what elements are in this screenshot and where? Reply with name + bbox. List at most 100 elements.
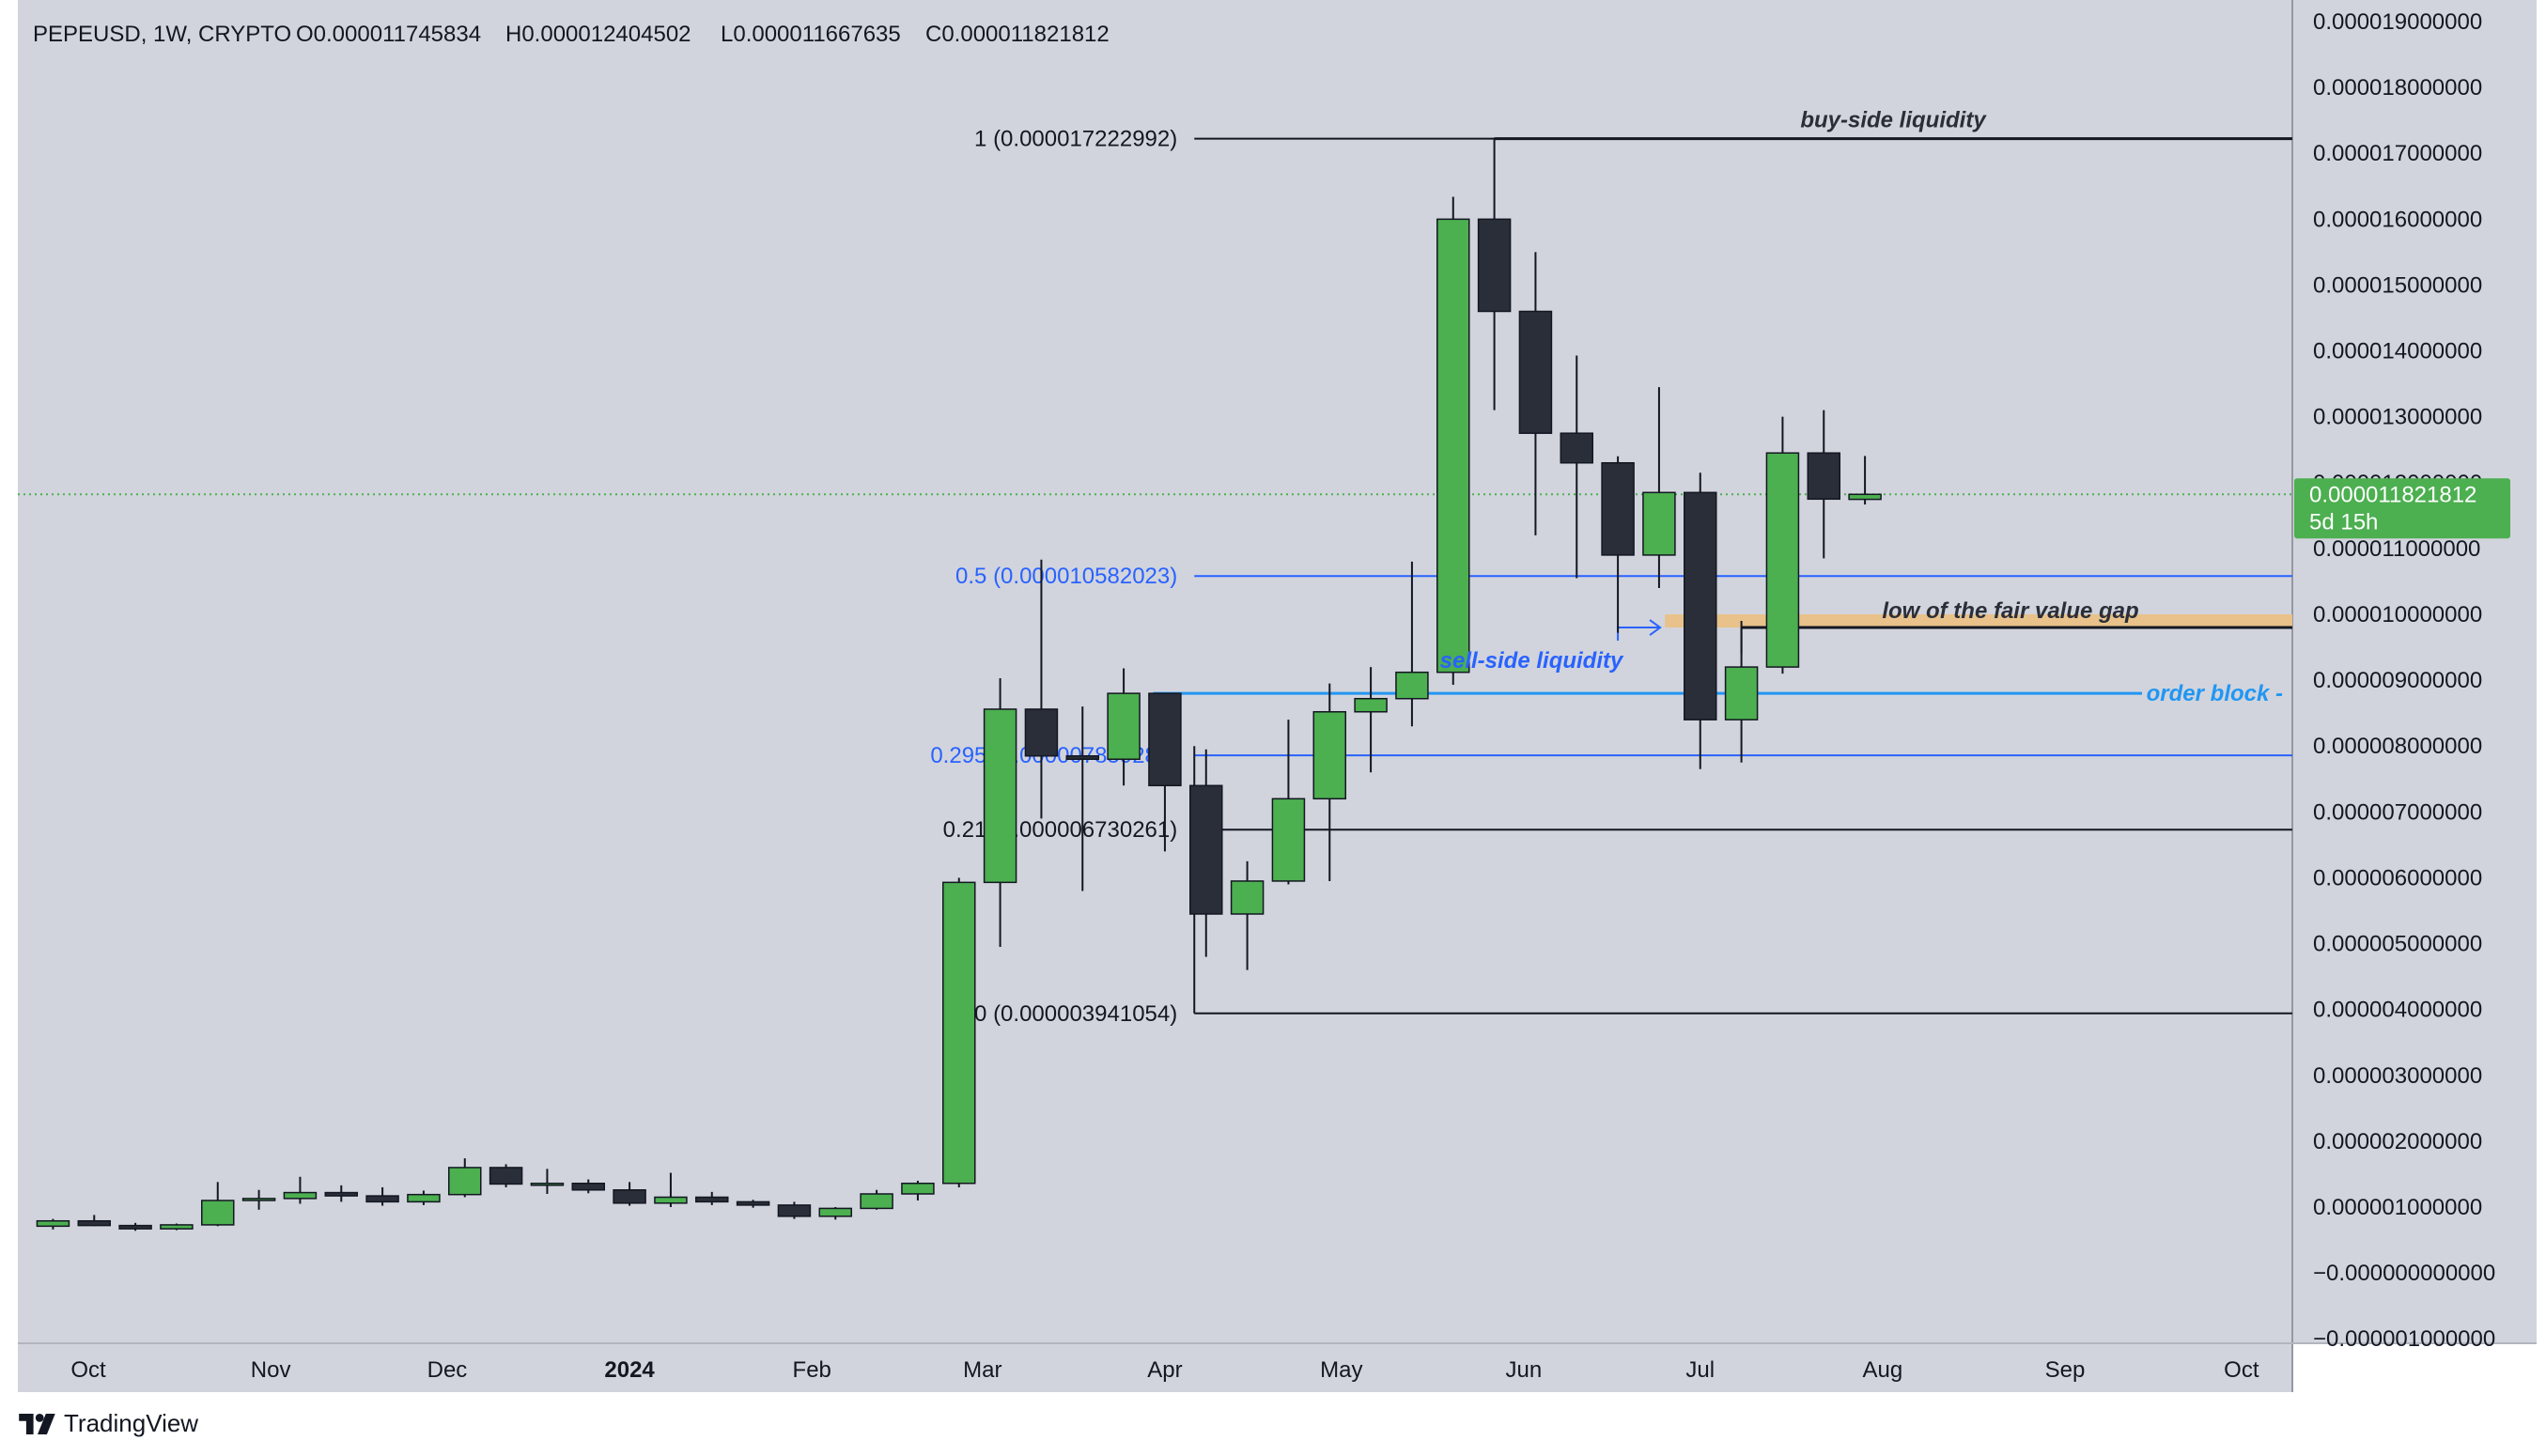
candle-up[interactable] xyxy=(1848,493,1882,501)
candle-up[interactable] xyxy=(1271,798,1306,882)
ohlc-high: H0.000012404502 xyxy=(505,22,691,47)
buy-side-liquidity-label: buy-side liquidity xyxy=(1800,108,1987,133)
candle-down[interactable] xyxy=(1477,218,1512,313)
candle-up[interactable] xyxy=(983,708,1017,884)
candle-down[interactable] xyxy=(1518,310,1553,434)
bar-countdown: 5d 15h xyxy=(2309,509,2378,534)
time-axis-label: Oct xyxy=(2224,1357,2259,1383)
time-axis-label: Dec xyxy=(427,1357,468,1383)
time-axis-label: Nov xyxy=(251,1357,291,1383)
candle-up[interactable] xyxy=(860,1193,893,1210)
last-price-tag: 0.000011821812 5d 15h xyxy=(2294,478,2510,539)
candle-up[interactable] xyxy=(1107,692,1141,760)
candle-down[interactable] xyxy=(1560,432,1594,464)
price-axis-label: 0.000001000000 xyxy=(2313,1195,2482,1220)
candle-down[interactable] xyxy=(571,1183,606,1191)
fib-level-label: 0.21 (0.000006730261) xyxy=(943,817,1178,843)
candle-down[interactable] xyxy=(1148,692,1182,787)
candle-down[interactable] xyxy=(489,1167,523,1185)
symbol-title[interactable]: PEPEUSD, 1W, CRYPTO xyxy=(33,22,291,47)
candle-up[interactable] xyxy=(283,1191,318,1200)
price-axis[interactable] xyxy=(2292,0,2537,1343)
candle-up[interactable] xyxy=(1230,880,1265,915)
price-axis-label: 0.000009000000 xyxy=(2313,668,2482,693)
time-axis-label: May xyxy=(1320,1357,1362,1383)
candle-down[interactable] xyxy=(1065,754,1100,760)
price-axis-label: 0.000010000000 xyxy=(2313,602,2482,627)
candle-down[interactable] xyxy=(777,1204,812,1217)
candle-down[interactable] xyxy=(77,1219,112,1227)
candle-up[interactable] xyxy=(1436,218,1470,674)
price-axis-label: 0.000007000000 xyxy=(2313,799,2482,825)
candle-down[interactable] xyxy=(736,1200,770,1206)
order-block-label: order block - xyxy=(2147,681,2283,706)
candle-up[interactable] xyxy=(241,1198,276,1201)
chart-pane[interactable] xyxy=(18,0,2292,1343)
candle-down[interactable] xyxy=(1024,708,1059,757)
tradingview-logo[interactable]: TradingView xyxy=(19,1409,198,1438)
ohlc-open: O0.000011745834 xyxy=(296,22,481,47)
price-axis-label: 0.000004000000 xyxy=(2313,998,2482,1023)
candle-up[interactable] xyxy=(201,1200,235,1226)
fvg-low-label: low of the fair value gap xyxy=(1882,598,2138,624)
candle-down[interactable] xyxy=(365,1195,399,1203)
price-axis-label: −0.000001000000 xyxy=(2313,1326,2495,1352)
time-axis-label: Jul xyxy=(1685,1357,1715,1383)
time-axis-label: Sep xyxy=(2045,1357,2086,1383)
candle-up[interactable] xyxy=(407,1193,441,1203)
candle-down[interactable] xyxy=(613,1189,646,1204)
time-axis-label: Feb xyxy=(793,1357,831,1383)
fib-level-label: 0 (0.000003941054) xyxy=(974,1001,1177,1027)
price-axis-label: 0.000014000000 xyxy=(2313,339,2482,364)
candle-down[interactable] xyxy=(1601,461,1635,556)
arrow-head-icon xyxy=(1649,619,1662,636)
candle-up[interactable] xyxy=(818,1207,853,1217)
price-axis-label: 0.000011000000 xyxy=(2313,536,2480,562)
price-axis-label: 0.000016000000 xyxy=(2313,207,2482,232)
last-price-value: 0.000011821812 xyxy=(2309,482,2476,507)
candle-up[interactable] xyxy=(160,1224,194,1230)
time-axis-label: Mar xyxy=(963,1357,1001,1383)
candle-down[interactable] xyxy=(324,1191,359,1197)
candle-up[interactable] xyxy=(901,1183,935,1195)
candle-up[interactable] xyxy=(942,881,976,1185)
candle-up[interactable] xyxy=(530,1183,565,1186)
sell-side-liquidity-label: sell-side liquidity xyxy=(1440,648,1624,674)
time-axis-label: Aug xyxy=(1863,1357,1903,1383)
fib-level-label: 1 (0.000017222992) xyxy=(974,127,1177,152)
price-axis-label: 0.000003000000 xyxy=(2313,1063,2482,1089)
candle-up[interactable] xyxy=(448,1167,482,1196)
candle-up[interactable] xyxy=(36,1219,70,1228)
price-axis-label: −0.000000000000 xyxy=(2313,1261,2495,1286)
price-axis-label: 0.000015000000 xyxy=(2313,272,2482,298)
candle-up[interactable] xyxy=(1765,452,1800,668)
time-axis-label: Apr xyxy=(1147,1357,1182,1383)
price-axis-label: 0.000017000000 xyxy=(2313,141,2482,166)
candle-up[interactable] xyxy=(1354,697,1388,713)
price-axis-label: 0.000018000000 xyxy=(2313,75,2482,101)
candle-up[interactable] xyxy=(654,1196,688,1204)
brand-name: TradingView xyxy=(64,1409,199,1437)
candle-down[interactable] xyxy=(695,1196,729,1203)
price-axis-label: 0.000019000000 xyxy=(2313,9,2482,35)
price-axis-label: 0.000013000000 xyxy=(2313,405,2482,430)
candle-up[interactable] xyxy=(1395,671,1429,700)
price-axis-label: 0.000006000000 xyxy=(2313,865,2482,891)
time-axis-label: Oct xyxy=(70,1357,106,1383)
price-axis-label: 0.000002000000 xyxy=(2313,1129,2482,1154)
candle-up[interactable] xyxy=(1642,491,1676,556)
time-axis-label: 2024 xyxy=(604,1357,655,1383)
candle-down[interactable] xyxy=(118,1224,152,1230)
candle-down[interactable] xyxy=(1189,784,1223,915)
time-axis[interactable] xyxy=(18,1343,2292,1392)
price-axis-label: 0.000008000000 xyxy=(2313,734,2482,759)
ohlc-low: L0.000011667635 xyxy=(721,22,901,47)
candle-down[interactable] xyxy=(1684,491,1717,720)
fib-level-label: 0.5 (0.000010582023) xyxy=(955,564,1177,589)
fair-value-gap-zone xyxy=(1665,614,2292,628)
candle-up[interactable] xyxy=(1724,666,1759,720)
candle-down[interactable] xyxy=(1807,452,1841,501)
candle-up[interactable] xyxy=(1312,711,1347,800)
price-axis-label: 0.000005000000 xyxy=(2313,932,2482,957)
